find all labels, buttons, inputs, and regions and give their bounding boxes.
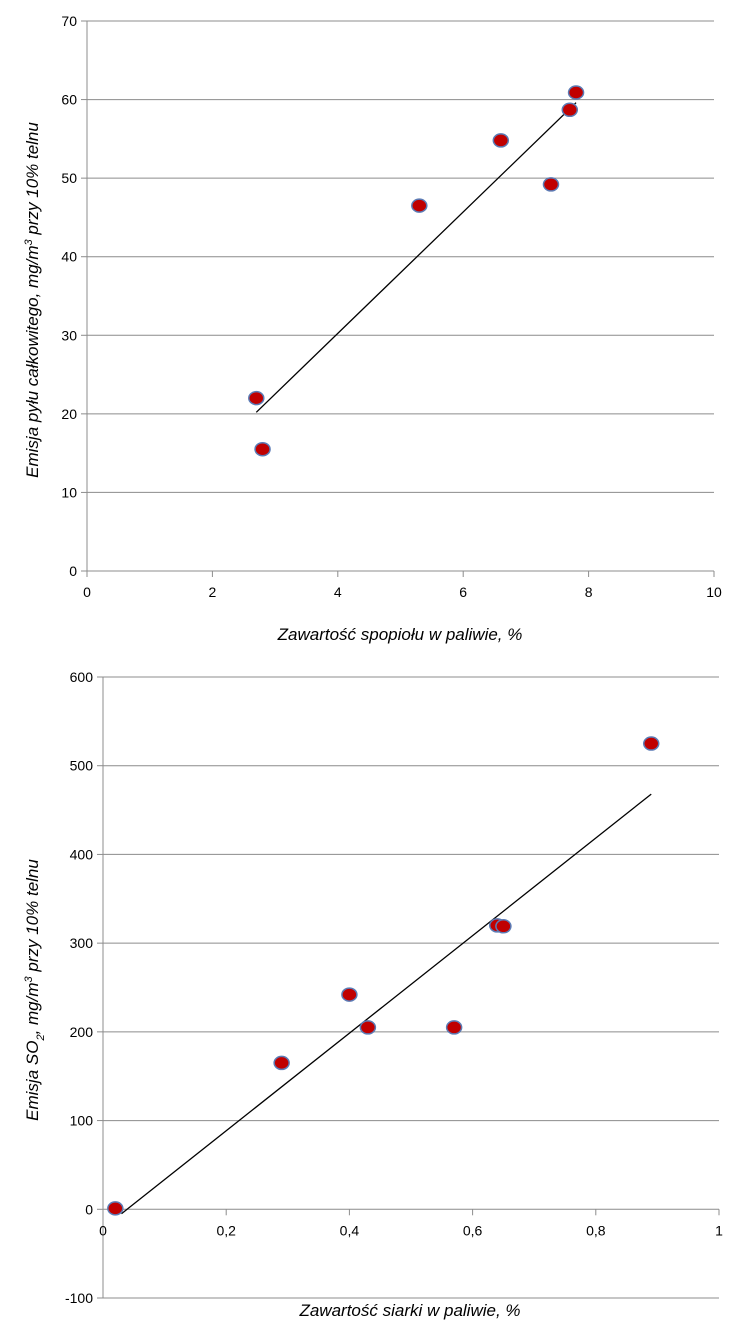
chart2-y-axis-label-main: Emisja SO [23, 1041, 42, 1121]
chart2-y-axis-label-sup: 3 [23, 975, 35, 982]
chart2-x-tick-label: 0,8 [586, 1222, 606, 1238]
chart1-y-tick-label: 70 [61, 13, 77, 29]
chart2-y-tick-label: 100 [70, 1113, 94, 1129]
chart1-data-point [492, 133, 510, 148]
chart2-data-point [495, 919, 512, 934]
chart2-x-axis-label: Zawartość siarki w paliwie, % [298, 1301, 520, 1320]
chart2-y-tick-label: 500 [70, 758, 94, 774]
chart2-gridlines [103, 676, 719, 1299]
chart1-axes [81, 20, 715, 577]
chart1-y-tick-label: 20 [61, 406, 77, 422]
chart1-gridlines [87, 20, 714, 493]
chart1-y-axis-label-main: Emisja pyłu całkowitego, mg/m [23, 245, 42, 477]
chart2-y-axis-label-tail: przy 10% telnu [23, 859, 42, 977]
chart1-x-tick-label: 8 [585, 584, 593, 600]
chart2-y-tick-label: 400 [70, 846, 94, 862]
sulfur-emission-chart: -100 0 100 200 300 400 500 600 0 0,2 0,4 0,6 0,8 1 Z… [23, 669, 723, 1320]
chart1-trendline [255, 102, 577, 413]
chart2-y-tick-label: 0 [85, 1201, 93, 1217]
chart1-x-axis-label: Zawartość spopiołu w paliwie, % [277, 625, 523, 644]
chart1-x-tick-labels: 0 2 4 6 8 10 [83, 584, 722, 600]
chart2-y-tick-labels: -100 0 100 200 300 400 500 600 [65, 669, 93, 1306]
chart1-y-tick-label: 50 [61, 170, 77, 186]
chart2-data-point [642, 736, 660, 751]
chart2-x-tick-label: 0,6 [463, 1222, 483, 1238]
chart1-data-point [248, 390, 265, 406]
chart2-points [107, 736, 660, 1216]
chart1-y-tick-label: 40 [61, 249, 77, 265]
chart2-data-point [341, 987, 358, 1002]
chart2-data-point [359, 1020, 377, 1035]
chart2-trendline [121, 793, 652, 1215]
chart2-y-axis-label: Emisja SO2, mg/m3 przy 10% telnu [23, 859, 47, 1121]
chart1-y-tick-label: 30 [61, 327, 77, 343]
chart2-x-tick-label: 1 [715, 1222, 723, 1238]
chart1-trendline-group [255, 102, 577, 413]
chart2-x-tick-label: 0,2 [216, 1222, 236, 1238]
chart2-x-tick-labels: 0 0,2 0,4 0,6 0,8 1 [99, 1222, 723, 1238]
chart2-axes [97, 676, 720, 1299]
chart2-y-tick-label: 300 [70, 935, 94, 951]
chart1-y-tick-labels: 0 10 20 30 40 50 60 70 [61, 13, 77, 579]
chart1-points [248, 85, 585, 457]
chart1-y-tick-label: 0 [69, 563, 77, 579]
chart2-x-tick-label: 0 [99, 1222, 107, 1238]
chart2-trendline-group [121, 793, 652, 1215]
chart1-y-tick-label: 10 [61, 484, 77, 500]
chart2-data-point [107, 1201, 124, 1216]
chart2-y-tick-label: -100 [65, 1290, 93, 1306]
ash-emission-chart: 0 10 20 30 40 50 60 70 0 2 4 6 8 10 Zawartość spopio… [23, 13, 722, 644]
chart1-y-tick-label: 60 [61, 92, 77, 108]
chart1-data-point [411, 198, 428, 213]
chart2-x-tick-label: 0,4 [340, 1222, 360, 1238]
chart1-data-point [567, 85, 585, 100]
chart1-y-axis-label: Emisja pyłu całkowitego, mg/m3 przy 10% … [23, 122, 42, 478]
chart2-data-point [273, 1055, 290, 1071]
chart2-y-tick-label: 600 [70, 669, 94, 685]
chart1-data-point [561, 102, 579, 118]
chart1-data-point [542, 177, 560, 192]
chart1-data-point [254, 441, 271, 457]
chart1-y-axis-label-sup: 3 [23, 238, 35, 245]
chart2-y-tick-label: 200 [70, 1024, 94, 1040]
chart2-data-point [445, 1020, 463, 1035]
chart1-x-tick-label: 4 [334, 584, 342, 600]
chart1-x-tick-label: 10 [706, 584, 722, 600]
chart1-x-tick-label: 6 [459, 584, 467, 600]
chart1-x-tick-label: 0 [83, 584, 91, 600]
chart1-x-tick-label: 2 [209, 584, 217, 600]
chart2-y-axis-label-sub: 2 [35, 1034, 47, 1041]
chart2-y-axis-label-mid: , mg/m [23, 982, 42, 1034]
chart1-y-axis-label-tail: przy 10% telnu [23, 122, 42, 240]
